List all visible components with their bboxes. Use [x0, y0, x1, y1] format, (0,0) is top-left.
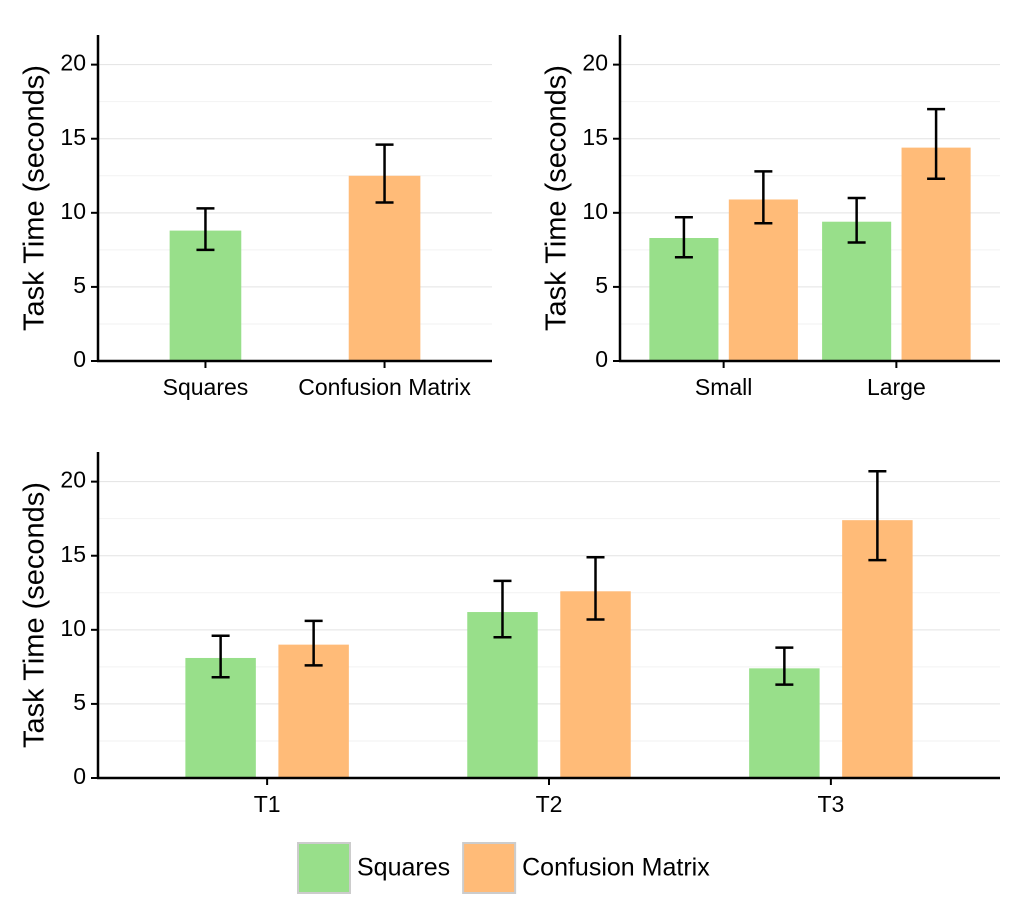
- y-tick-label: 20: [60, 50, 86, 76]
- y-tick-label: 15: [60, 541, 86, 567]
- y-tick-label: 20: [582, 50, 608, 76]
- y-tick-label: 0: [73, 346, 86, 372]
- bar: [169, 230, 242, 361]
- error-bar: [493, 579, 512, 639]
- x-tick-label: Large: [867, 374, 926, 400]
- bar: [278, 644, 349, 778]
- y-tick-label: 10: [582, 198, 608, 224]
- y-tick-label: 5: [73, 272, 86, 298]
- error-bar: [586, 555, 605, 621]
- legend-label: Confusion Matrix: [522, 854, 710, 882]
- y-tick-label: 5: [73, 689, 86, 715]
- y-tick-label: 15: [60, 124, 86, 150]
- legend-swatch: [297, 842, 351, 894]
- bar: [348, 175, 421, 361]
- error-bar: [211, 634, 230, 679]
- error-bar: [754, 170, 773, 225]
- bar: [749, 668, 820, 778]
- bar: [467, 612, 538, 778]
- x-tick-label: Squares: [163, 374, 249, 400]
- y-tick-label: 5: [595, 272, 608, 298]
- y-tick-label: 10: [60, 615, 86, 641]
- error-bar: [375, 143, 394, 204]
- y-axis-label: Task Time (seconds): [19, 65, 51, 331]
- x-tick-label: Small: [695, 374, 753, 400]
- error-bar: [196, 207, 215, 252]
- bar: [728, 199, 798, 361]
- bar: [822, 221, 892, 361]
- legend-swatch: [462, 842, 517, 894]
- bar: [842, 520, 913, 778]
- y-axis-label: Task Time (seconds): [19, 482, 51, 748]
- y-tick-label: 20: [60, 467, 86, 493]
- bar: [560, 591, 631, 778]
- error-bar: [927, 107, 946, 180]
- error-bar: [775, 646, 794, 686]
- x-tick-label: Confusion Matrix: [298, 374, 471, 400]
- y-axis-label: Task Time (seconds): [541, 65, 573, 331]
- bar: [901, 147, 971, 361]
- x-tick-label: T1: [254, 791, 281, 817]
- x-tick-label: T3: [817, 791, 844, 817]
- y-tick-label: 0: [73, 763, 86, 789]
- error-bar: [304, 619, 323, 667]
- error-bar: [847, 196, 866, 244]
- y-tick-label: 0: [595, 346, 608, 372]
- y-tick-label: 10: [60, 198, 86, 224]
- error-bar: [868, 470, 887, 562]
- error-bar: [674, 216, 693, 259]
- y-tick-label: 15: [582, 124, 608, 150]
- x-tick-label: T2: [536, 791, 563, 817]
- legend-label: Squares: [357, 854, 450, 882]
